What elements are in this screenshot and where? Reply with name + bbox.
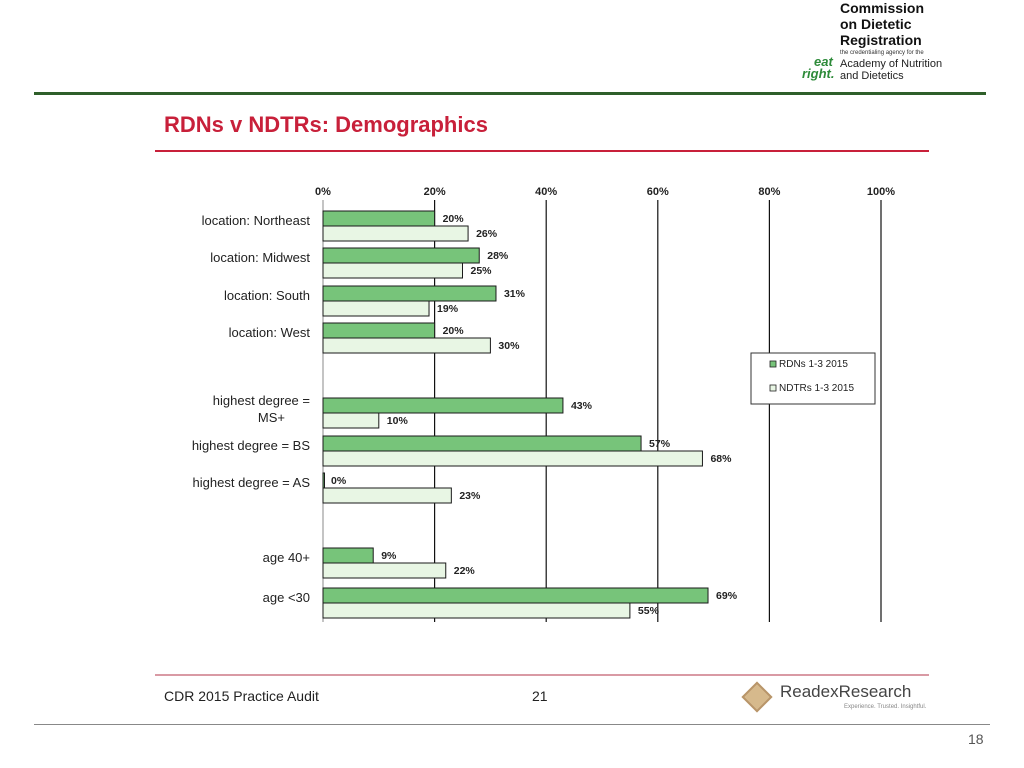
category-label: highest degree = BS [192,438,310,453]
eat-right-mark: eat right. [802,54,835,81]
logo-title-line: on Dietetic [840,16,912,32]
bar [322,225,469,242]
readex-logo: ReadexResearch Experience. Trusted. Insi… [741,680,936,714]
data-label: 55% [638,605,660,617]
category-label: location: West [229,325,311,340]
bar [322,397,564,414]
bar [322,210,436,227]
category-label: age 40+ [263,550,310,565]
data-label: 26% [476,228,498,240]
data-label: 25% [471,265,493,277]
data-label: 57% [649,438,671,450]
category-label: highest degree = [213,393,310,408]
data-label: 30% [498,340,520,352]
bar [322,450,703,467]
bar [322,285,497,302]
logo-title-line: Commission [840,0,925,16]
readex-tagline: Experience. Trusted. Insightful. [844,704,927,710]
legend-label: NDTRs 1-3 2015 [779,383,854,394]
bar [322,412,380,429]
bar [322,602,631,619]
category-label: age <30 [263,590,310,605]
slide-title: RDNs v NDTRs: Demographics [164,112,488,137]
bottom-divider [34,724,990,725]
legend-swatch [769,384,777,392]
legend-label: RDNs 1-3 2015 [779,359,848,370]
bar [322,587,709,604]
bar [322,472,325,489]
data-label: 28% [487,250,509,262]
footer-source: CDR 2015 Practice Audit [164,688,319,704]
cdr-logo: eat right. Commission on Dietetic Regist… [800,0,1000,90]
category-label: location: Northeast [202,213,311,228]
x-tick-label: 20% [424,186,446,198]
data-label: 10% [387,415,409,427]
readex-name: ReadexResearch [780,682,912,701]
category-label: MS+ [258,410,285,425]
logo-title: Commission on Dietetic Registration [840,0,924,48]
bar [322,300,430,317]
bar [322,337,491,354]
header-divider [34,92,986,95]
category-label: location: South [224,288,310,303]
page-number: 18 [968,731,984,747]
bar-chart: 0% 20% 40% 60% 80% 100% 20% 26% location: Northe… [192,186,895,622]
data-label: 20% [443,325,465,337]
data-label: 43% [571,400,593,412]
logo-academy: Academy of Nutrition and Dietetics [840,58,943,82]
data-label: 0% [331,475,347,487]
data-label: 22% [454,565,476,577]
bar [322,562,447,579]
category-label: highest degree = AS [193,475,311,490]
x-tick-label: 0% [315,186,331,198]
x-tick-label: 40% [535,186,557,198]
x-tick-label: 80% [758,186,780,198]
footer-divider [155,674,929,676]
bar [322,435,642,452]
data-label: 23% [459,490,481,502]
category-label: location: Midwest [210,250,310,265]
bar [322,262,463,279]
bar [322,322,436,339]
data-label: 9% [381,550,397,562]
x-tick-label: 60% [647,186,669,198]
logo-subtitle: the credentialing agency for the [840,50,924,56]
data-label: 31% [504,288,526,300]
x-tick-label: 100% [867,186,895,198]
title-underline [155,150,929,152]
bar [322,487,452,504]
readex-diamond-icon [741,681,773,713]
bar [322,247,480,264]
data-label: 69% [716,590,738,602]
logo-title-line: Registration [840,32,922,48]
data-label: 20% [443,213,465,225]
legend-swatch [769,360,777,368]
bar [322,547,374,564]
data-label: 19% [437,303,459,315]
data-label: 68% [710,453,732,465]
footer-page: 21 [532,688,548,704]
